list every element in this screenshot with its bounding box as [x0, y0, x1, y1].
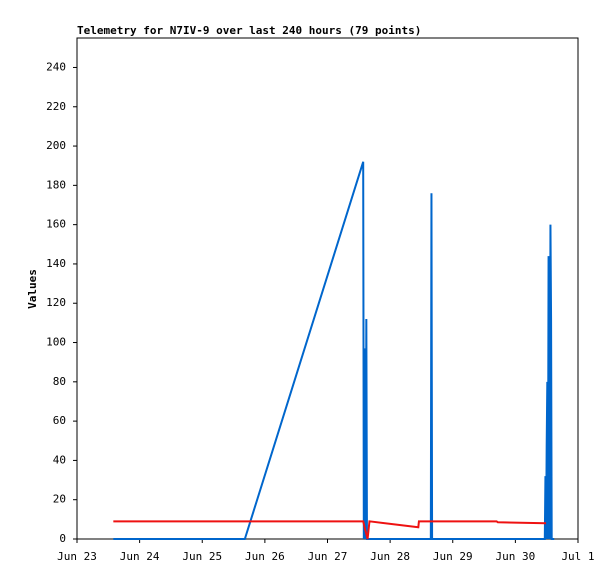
y-tick-label: 100	[46, 336, 66, 349]
x-tick-label: Jul 1	[561, 550, 594, 563]
y-tick-label: 240	[46, 60, 66, 73]
y-axis-label: Values	[26, 269, 39, 309]
y-tick-label: 120	[46, 296, 66, 309]
y-tick-label: 80	[53, 375, 66, 388]
x-tick-label: Jun 24	[120, 550, 160, 563]
chart-title: Telemetry for N7IV-9 over last 240 hours…	[77, 24, 421, 37]
x-tick-label: Jun 29	[433, 550, 473, 563]
x-tick-label: Jun 30	[496, 550, 536, 563]
x-tick-label: Jun 27	[308, 550, 348, 563]
x-tick-label: Jun 23	[57, 550, 97, 563]
x-tick-label: Jun 28	[370, 550, 410, 563]
y-tick-label: 0	[59, 532, 66, 545]
data-line	[113, 161, 555, 540]
y-tick-label: 220	[46, 100, 66, 113]
y-tick-label: 180	[46, 178, 66, 191]
y-tick-label: 20	[53, 493, 66, 506]
y-tick-label: 200	[46, 139, 66, 152]
y-tick-label: 140	[46, 257, 66, 270]
y-tick-label: 40	[53, 453, 66, 466]
y-tick-label: 160	[46, 218, 66, 231]
x-tick-label: Jun 25	[182, 550, 222, 563]
y-tick-label: 60	[53, 414, 66, 427]
x-tick-label: Jun 26	[245, 550, 285, 563]
data-line	[113, 520, 547, 540]
